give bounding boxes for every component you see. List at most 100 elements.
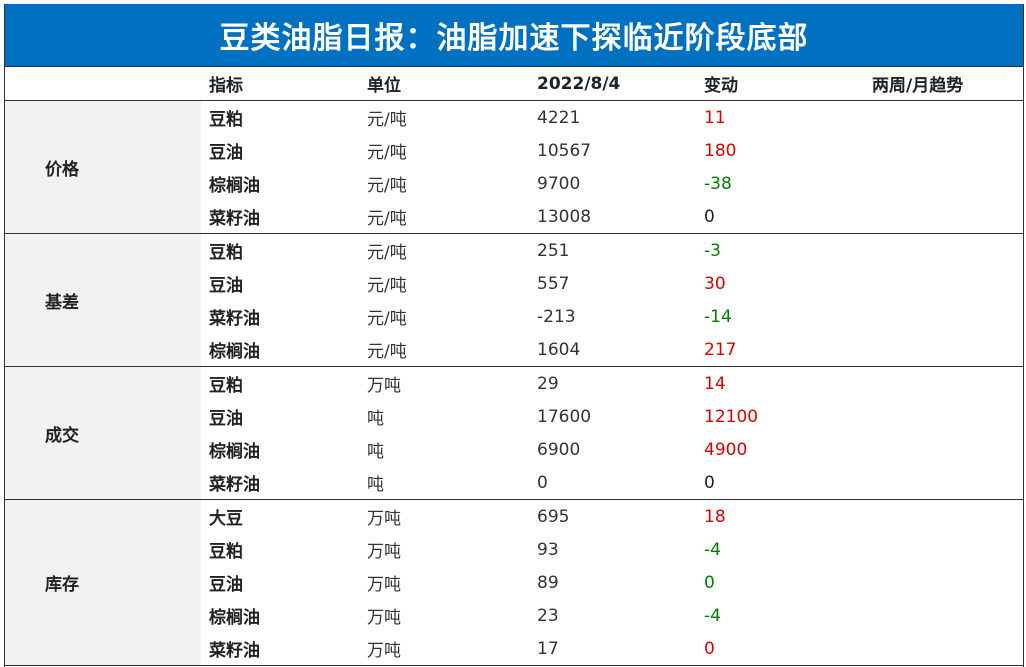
category-cell: 库存 (5, 499, 201, 666)
table-row: 豆油 吨 17600 12100 (5, 400, 1023, 433)
unit-cell: 吨 (367, 409, 384, 429)
table-row: 棕榈油 元/吨 1604 217 (5, 333, 1023, 367)
header-date: 2022/8/4 (537, 67, 704, 101)
unit-cell: 万吨 (367, 632, 537, 666)
value-cell: 93 (537, 539, 559, 560)
value-cell: 9700 (537, 173, 581, 194)
trend-cell (872, 533, 1023, 566)
unit-cell: 元/吨 (367, 110, 407, 130)
unit-cell: 万吨 (367, 575, 401, 595)
indicator-cell: 菜籽油 (201, 632, 367, 666)
table-row: 棕榈油 吨 6900 4900 (5, 433, 1023, 466)
change-cell: 180 (704, 140, 737, 161)
unit-cell: 元/吨 (367, 176, 407, 196)
table-row: 菜籽油 元/吨 13008 0 (5, 200, 1023, 234)
value-cell: 89 (537, 572, 559, 593)
header-indicator: 指标 (201, 67, 367, 101)
trend-cell (872, 134, 1023, 167)
value-cell: 695 (537, 506, 570, 527)
indicator-cell: 豆油 (209, 575, 243, 595)
indicator-cell: 大豆 (209, 509, 243, 529)
trend-cell (872, 234, 1023, 268)
indicator-cell: 菜籽油 (201, 466, 367, 500)
value-cell: 13008 (537, 200, 704, 234)
unit-cell: 元/吨 (367, 143, 407, 163)
indicator-cell: 豆油 (209, 276, 243, 296)
unit-cell: 万吨 (367, 376, 401, 396)
value-cell: 251 (537, 240, 570, 261)
value-cell: 6900 (537, 439, 581, 460)
change-cell: -14 (704, 306, 732, 327)
table-header-row: 指标 单位 2022/8/4 变动 两周/月趋势 (5, 67, 1023, 101)
unit-cell: 万吨 (367, 542, 401, 562)
change-cell: -4 (704, 539, 721, 560)
header-category (5, 67, 201, 101)
table-row: 菜籽油吨 0 0 (5, 466, 1023, 500)
trend-cell (872, 267, 1023, 300)
change-cell: 12100 (704, 406, 759, 427)
table-row: 豆油 元/吨 557 30 (5, 267, 1023, 300)
header-change: 变动 (704, 67, 872, 101)
change-cell: 14 (704, 373, 726, 394)
value-cell: 0 (537, 466, 704, 500)
change-cell: 0 (704, 200, 872, 234)
trend-cell (872, 101, 1023, 135)
trend-cell (872, 200, 1023, 234)
trend-cell (872, 333, 1023, 367)
header-trend: 两周/月趋势 (872, 67, 1023, 101)
value-cell: 29 (537, 373, 559, 394)
value-cell: 23 (537, 605, 559, 626)
table-row: 豆油 元/吨 10567 180 (5, 134, 1023, 167)
value-cell: 4221 (537, 107, 581, 128)
trend-cell (872, 433, 1023, 466)
indicator-cell: 棕榈油 (201, 333, 367, 367)
change-cell: -38 (704, 173, 732, 194)
trend-cell (872, 500, 1023, 534)
trend-cell (872, 466, 1023, 500)
trend-cell (872, 566, 1023, 599)
category-cell: 基差 (5, 233, 201, 367)
trend-cell (872, 632, 1023, 666)
category-cell: 价格 (5, 100, 201, 234)
table-row: 库存 大豆 万吨 695 18 (5, 499, 1023, 666)
value-cell: -213 (537, 306, 576, 327)
change-cell: 18 (704, 506, 726, 527)
unit-cell: 元/吨 (367, 309, 407, 329)
change-cell: 11 (704, 107, 726, 128)
indicator-cell: 菜籽油 (209, 309, 260, 329)
change-cell: 4900 (704, 439, 748, 460)
unit-cell: 吨 (367, 466, 537, 500)
header-unit: 单位 (367, 67, 537, 101)
unit-cell: 元/吨 (367, 200, 537, 234)
value-cell: 17 (537, 632, 704, 666)
unit-cell: 万吨 (367, 509, 401, 529)
unit-cell: 元/吨 (367, 333, 537, 367)
change-cell: 217 (704, 333, 872, 367)
unit-cell: 元/吨 (367, 243, 407, 263)
table-row: 豆油 万吨 89 0 (5, 566, 1023, 599)
value-cell: 10567 (537, 140, 592, 161)
unit-cell: 元/吨 (367, 276, 407, 296)
trend-cell (872, 599, 1023, 632)
table-row: 价格 豆粕 元/吨 4221 11 (5, 100, 1023, 234)
change-cell: -4 (704, 605, 721, 626)
value-cell: 17600 (537, 406, 592, 427)
indicator-cell: 菜籽油 (201, 200, 367, 234)
indicator-cell: 棕榈油 (209, 176, 260, 196)
table-row: 豆粕 万吨 93 -4 (5, 533, 1023, 566)
table-row: 菜籽油 万吨 17 0 (5, 632, 1023, 666)
indicator-cell: 豆油 (209, 409, 243, 429)
table-row: 棕榈油 元/吨 9700 -38 (5, 167, 1023, 200)
change-cell: 0 (704, 466, 872, 500)
table-body: 价格 豆粕 元/吨 4221 11 豆油 元/吨 10567 180 棕榈油 元/吨 9700 -38 菜… (5, 100, 1023, 666)
table-row: 成交 豆粕 万吨 29 14 (5, 366, 1023, 500)
report-frame: 豆类油脂日报：油脂加速下探临近阶段底部 指标 单位 2022/8/4 变动 两周… (4, 4, 1024, 667)
indicator-cell: 棕榈油 (209, 608, 260, 628)
change-cell: 30 (704, 273, 726, 294)
indicator-cell: 豆粕 (209, 376, 243, 396)
unit-cell: 吨 (367, 442, 384, 462)
table-row: 棕榈油 万吨 23 -4 (5, 599, 1023, 632)
category-cell: 成交 (5, 366, 201, 500)
data-table: 指标 单位 2022/8/4 变动 两周/月趋势 价格豆粕 元/吨 4221 11 豆油… (5, 67, 1023, 666)
report-title: 豆类油脂日报：油脂加速下探临近阶段底部 (5, 4, 1023, 67)
